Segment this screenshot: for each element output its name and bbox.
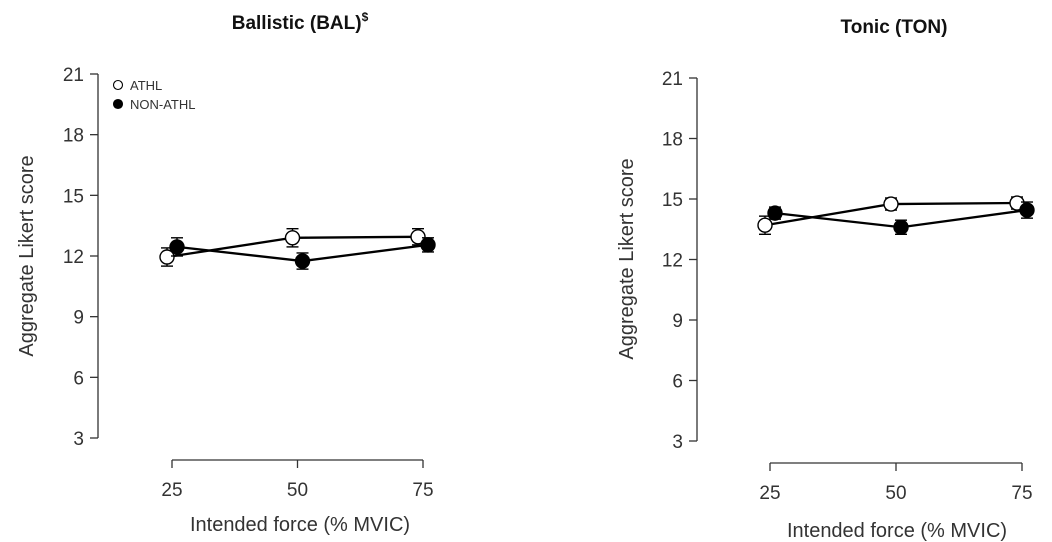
data-point-athl	[410, 229, 426, 245]
y-tick-label: 21	[662, 69, 683, 90]
data-point-athl	[757, 217, 773, 233]
y-tick-label: 6	[73, 368, 84, 389]
data-point-non-athl	[169, 239, 185, 255]
data-point-athl	[883, 196, 899, 212]
y-tick-label: 12	[662, 251, 683, 272]
legend-marker-athl	[112, 79, 124, 91]
data-point-non-athl	[893, 219, 909, 235]
y-tick-label: 6	[672, 372, 683, 393]
x-tick-label: 75	[1011, 483, 1032, 504]
data-point-non-athl	[420, 237, 436, 253]
legend-label-non-athl: NON-ATHL	[130, 97, 195, 112]
chart-title-ballistic: Ballistic (BAL)$	[232, 10, 369, 34]
y-tick-label: 9	[73, 308, 84, 329]
y-tick-label: 15	[662, 190, 683, 211]
chart-panel-ballistic: Ballistic (BAL)$ Aggregate Likert score …	[16, 10, 436, 536]
x-tick-label: 75	[412, 480, 433, 501]
y-tick-label: 21	[63, 65, 84, 86]
y-tick-label: 12	[63, 247, 84, 268]
data-point-athl	[159, 249, 175, 265]
y-tick-label: 18	[662, 130, 683, 151]
y-tick-label: 3	[672, 432, 683, 453]
data-point-athl	[284, 230, 301, 246]
chart-title-tonic: Tonic (TON)	[841, 17, 948, 38]
data-point-non-athl	[294, 253, 311, 269]
data-point-non-athl	[1019, 202, 1035, 218]
y-tick-label: 3	[73, 429, 84, 450]
x-tick-label: 50	[885, 483, 906, 504]
y-axis-label-tonic: Aggregate Likert score	[616, 158, 638, 359]
x-tick-label: 25	[759, 483, 780, 504]
y-tick-label: 18	[63, 126, 84, 147]
x-tick-label: 25	[161, 480, 182, 501]
chart-panel-tonic: Tonic (TON) Aggregate Likert score Inten…	[616, 17, 1035, 542]
x-axis-label-tonic: Intended force (% MVIC)	[787, 520, 1007, 542]
legend-label-athl: ATHL	[130, 78, 162, 93]
data-point-non-athl	[767, 205, 783, 221]
title-superscript: $	[362, 10, 369, 24]
y-tick-label: 9	[672, 311, 683, 332]
y-axis-label-ballistic: Aggregate Likert score	[16, 155, 38, 356]
x-tick-label: 50	[287, 480, 308, 501]
x-axis-label-ballistic: Intended force (% MVIC)	[190, 514, 410, 536]
y-tick-label: 15	[63, 186, 84, 207]
legend-marker-non-athl	[112, 98, 124, 110]
